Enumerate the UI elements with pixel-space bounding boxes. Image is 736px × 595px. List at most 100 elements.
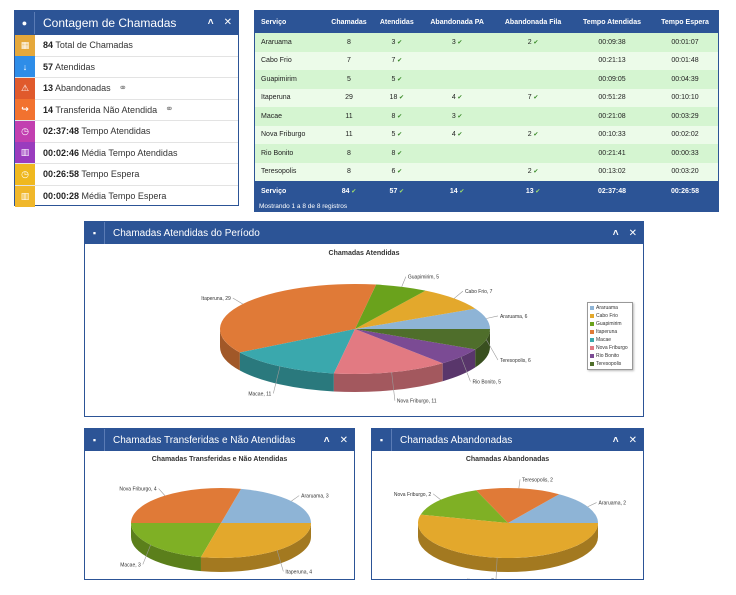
stat-row: ↪ 14 Transferida Não Atendida ⚭ <box>15 99 238 121</box>
table-cell: 00:09:05 <box>572 70 653 89</box>
close-icon[interactable]: ✕ <box>628 227 637 239</box>
table-cell: Rio Bonito <box>255 144 325 163</box>
services-table: Serviço Chamadas Atendidas Abandonada PA Aba… <box>255 11 718 201</box>
pie-slice[interactable] <box>420 490 508 523</box>
pie-data-label: Guapimirim, 5 <box>408 275 439 281</box>
pie-data-label: Nova Friburgo, 4 <box>119 487 156 493</box>
footer-cell: 57 ✔ <box>373 181 421 201</box>
pie-slice[interactable] <box>221 488 311 523</box>
pie-label-line <box>587 502 597 508</box>
legend-item[interactable]: Guapimirim <box>590 320 630 328</box>
status-icon: ✔ <box>397 95 405 102</box>
pie-slice[interactable] <box>333 329 443 374</box>
stat-value: 14 <box>43 104 54 115</box>
column-header[interactable]: Chamadas <box>331 18 367 26</box>
status-icon: ✔ <box>531 132 539 139</box>
stat-text: 57 Atendidas <box>35 62 95 72</box>
pie-slice[interactable] <box>355 329 476 364</box>
table-row: Rio Bonito 8 8 ✔ 00:21:41 00:00:33 <box>255 144 718 163</box>
collapse-icon[interactable]: ˄ <box>323 434 330 446</box>
stat-text: 84 Total de Chamadas <box>35 40 133 50</box>
pie-slice[interactable] <box>220 284 377 353</box>
table-cell <box>494 144 573 163</box>
table-cell: 4 ✔ <box>420 88 495 107</box>
legend-label: Rio Bonito <box>596 353 620 359</box>
column-header[interactable]: Tempo Espera <box>661 18 709 26</box>
footer-cell: Serviço <box>255 181 325 201</box>
close-icon[interactable]: ✕ <box>223 16 232 28</box>
legend-item[interactable]: Macae <box>590 336 630 344</box>
status-icon: ✔ <box>455 95 463 102</box>
pie-slice[interactable] <box>508 494 598 523</box>
collapse-icon[interactable]: ˄ <box>612 434 619 446</box>
stat-row: ◷ 00:26:58 Tempo Espera <box>15 163 238 186</box>
table-cell: 2 ✔ <box>494 125 573 144</box>
pie-chart-abandonadas: Araruama, 2 Teresopolis, 2 Nova Friburgo, … <box>394 477 626 579</box>
table-row: Cabo Frio 7 7 ✔ 00:21:13 00:01:48 <box>255 51 718 70</box>
chart-legend: Araruama Cabo Frio Guapimirim Itaperuna Maca… <box>587 302 633 370</box>
legend-item[interactable]: Araruama <box>590 304 630 312</box>
pie-data-label: Araruama, 6 <box>500 314 528 320</box>
table-cell: 11 <box>324 125 374 144</box>
stat-row: ▦ 84 Total de Chamadas <box>15 34 238 57</box>
pie-slice[interactable] <box>131 488 242 523</box>
status-icon: ✔ <box>455 113 463 120</box>
collapse-icon[interactable]: ˄ <box>612 227 619 239</box>
column-header[interactable]: Atendidas <box>379 18 414 26</box>
column-header[interactable]: Serviço <box>261 18 287 26</box>
pie-slice[interactable] <box>200 523 311 558</box>
arrow-down-icon: ↓ <box>15 56 35 78</box>
table-cell: Cabo Frio <box>255 51 325 70</box>
globe-icon: ● <box>15 12 35 34</box>
pie-slice-side <box>442 349 476 382</box>
status-icon: ✔ <box>395 58 403 65</box>
status-icon: ✔ <box>533 188 541 195</box>
table-cell: 7 <box>324 51 374 70</box>
stat-label: Total de Chamadas <box>55 40 133 51</box>
pie-slice[interactable] <box>131 523 221 558</box>
close-icon[interactable]: ✕ <box>628 434 637 446</box>
table-cell <box>420 144 495 163</box>
chart-panel-title: Chamadas Atendidas do Período <box>113 227 260 239</box>
pie-slice[interactable] <box>476 488 560 523</box>
pie-slice[interactable] <box>355 308 490 329</box>
column-header[interactable]: Tempo Atendidas <box>583 18 641 26</box>
table-cell: 18 ✔ <box>373 88 421 107</box>
pie-slice-side <box>220 329 240 371</box>
table-row: Araruama 8 3 ✔ 3 ✔ 2 ✔ 00:09:38 00:01:07 <box>255 33 718 52</box>
grid-icon: ▦ <box>15 34 35 56</box>
contagem-panel: ● Contagem de Chamadas ˄ ✕ ▦ 84 Total de … <box>14 10 239 207</box>
pie-slice[interactable] <box>239 329 355 374</box>
legend-item[interactable]: Rio Bonito <box>590 352 630 360</box>
clock-icon: ◷ <box>15 163 35 185</box>
bar-chart-icon: ▪ <box>372 429 392 451</box>
table-cell: 00:21:13 <box>572 51 653 70</box>
pie-data-label: Cabo Frio, 7 <box>465 289 493 295</box>
close-icon[interactable]: ✕ <box>339 434 348 446</box>
table-cell: 00:01:48 <box>652 51 718 70</box>
legend-label: Macae <box>596 337 612 343</box>
link-icon[interactable]: ⚭ <box>165 104 174 116</box>
legend-item[interactable]: Itaperuna <box>590 328 630 336</box>
link-icon[interactable]: ⚭ <box>118 82 127 94</box>
legend-swatch <box>590 346 594 350</box>
legend-label: Nova Friburgo <box>596 345 628 351</box>
column-header[interactable]: Abandonada PA <box>430 18 484 26</box>
legend-item[interactable]: Nova Friburgo <box>590 344 630 352</box>
table-cell: Araruama <box>255 33 325 52</box>
pie-chart-atendidas: Araruama, 6 Cabo Frio, 7 Guapimirim, 5 Itap… <box>201 275 531 405</box>
pie-slice[interactable] <box>418 514 598 558</box>
pie-label-line <box>391 372 396 401</box>
status-icon: ✔ <box>395 113 403 120</box>
legend-item[interactable]: Teresopolis <box>590 360 630 368</box>
collapse-icon[interactable]: ˄ <box>207 16 214 28</box>
pie-slice[interactable] <box>355 290 476 329</box>
pie-data-label: Araruama, 3 <box>301 494 329 500</box>
table-cell: 7 ✔ <box>494 88 573 107</box>
chart-title: Chamadas Atendidas <box>328 250 400 257</box>
pie-slice[interactable] <box>355 284 426 329</box>
pie-data-label: Nova Friburgo, 11 <box>397 399 437 405</box>
pie-slice[interactable] <box>355 329 490 350</box>
legend-item[interactable]: Cabo Frio <box>590 312 630 320</box>
column-header[interactable]: Abandonada Fila <box>504 18 562 26</box>
